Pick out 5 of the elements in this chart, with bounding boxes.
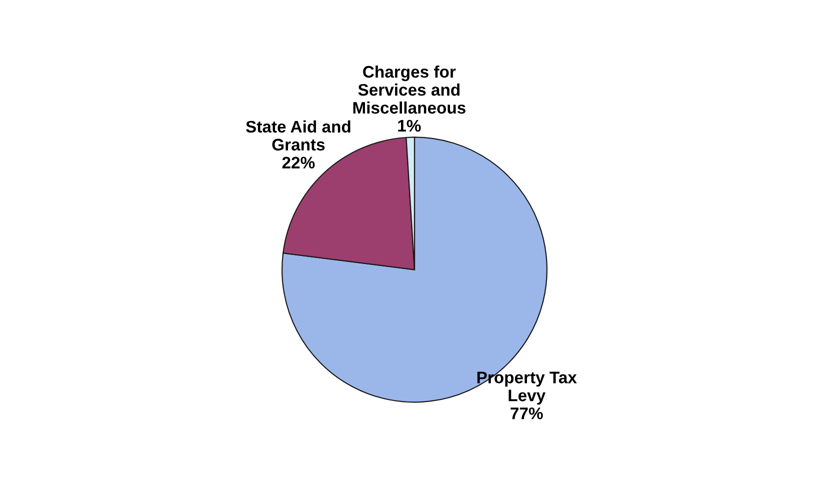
- slice-label: Charges for Services and Miscellaneous: [353, 65, 466, 114]
- data-label: 1%: [398, 120, 421, 132]
- data-label: 77%: [510, 408, 543, 420]
- slice-label: State Aid and Grants: [246, 120, 350, 151]
- data-label: 22%: [282, 156, 315, 168]
